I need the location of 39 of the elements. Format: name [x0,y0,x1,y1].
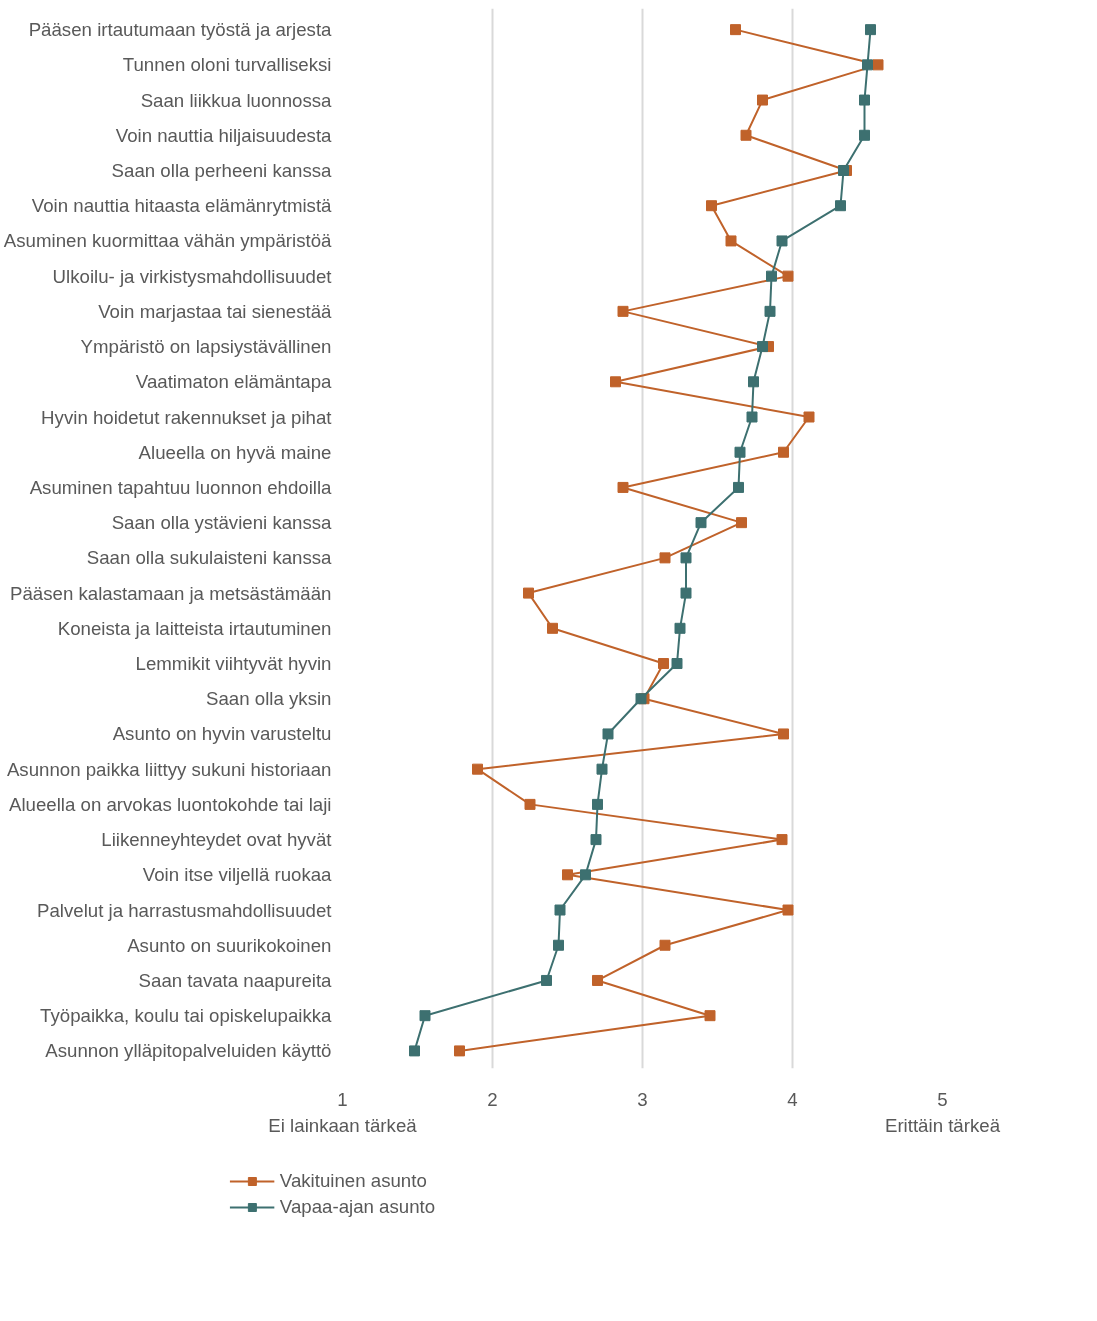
y-tick-label: Saan olla sukulaisteni kanssa [86,547,333,569]
y-tick-label: Pääsen kalastamaan ja metsästämään [10,582,332,604]
y-tick-label: Voin marjastaa tai sienestää [98,300,333,322]
y-tick-label: Vaatimaton elämäntapa [135,371,333,393]
y-tick-label: Asuminen tapahtuu luonnon ehdoilla [29,476,333,498]
y-tick-label: Alueella on hyvä maine [138,441,332,463]
x-tick-label: 3 [637,1088,648,1110]
y-tick-label: Hyvin hoidetut rakennukset ja pihat [41,406,333,428]
y-tick-label: Saan olla ystävieni kanssa [111,512,333,534]
x-tick-label: 2 [487,1088,498,1110]
y-tick-label: Liikenneyhteydet ovat hyvät [101,829,333,851]
y-tick-label: Tunnen oloni turvalliseksi [122,54,332,76]
x-tick-label: 5 [937,1088,948,1110]
y-tick-label: Asunnon paikka liittyy sukuni historiaan [6,758,332,780]
y-tick-label: Työpaikka, koulu tai opiskelupaikka [40,1005,333,1027]
y-tick-label: Saan tavata naapureita [138,969,333,991]
legend-label: Vakituinen asunto [279,1170,427,1192]
text: Erittäin tärkeä [884,1114,1001,1136]
y-tick-label: Asunnon ylläpitopalveluiden käyttö [45,1040,332,1062]
y-tick-label: Voin nauttia hitaasta elämänrytmistä [31,195,333,217]
legend-label: Vapaa-ajan asunto [279,1196,436,1218]
y-tick-label: Asuminen kuormittaa vähän ympäristöä [3,230,333,252]
y-tick-label: Pääsen irtautumaan työstä ja arjesta [28,19,333,41]
y-tick-label: Ympäristö on lapsiystävällinen [80,336,332,358]
x-tick-label: 1 [337,1088,348,1110]
y-tick-label: Voin nauttia hiljaisuudesta [115,124,333,146]
y-tick-label: Saan liikkua luonnossa [140,89,333,111]
y-tick-label: Palvelut ja harrastusmahdollisuudet [36,899,333,921]
y-tick-label: Voin itse viljellä ruokaa [142,864,333,886]
y-tick-label: Saan olla yksin [206,688,332,710]
x-tick-label: 4 [787,1088,798,1110]
y-tick-label: Lemmikit viihtyvät hyvin [135,653,332,675]
text: Ei lainkaan tärkeä [268,1114,418,1136]
y-tick-label: Asunto on hyvin varusteltu [112,723,332,745]
y-tick-label: Ulkoilu- ja virkistysmahdollisuudet [52,265,333,287]
y-tick-label: Alueella on arvokas luontokohde tai laji [8,793,332,815]
y-tick-label: Koneista ja laitteista irtautuminen [57,617,332,639]
y-tick-label: Asunto on suurikokoinen [127,934,332,956]
y-tick-label: Saan olla perheeni kanssa [111,159,333,181]
